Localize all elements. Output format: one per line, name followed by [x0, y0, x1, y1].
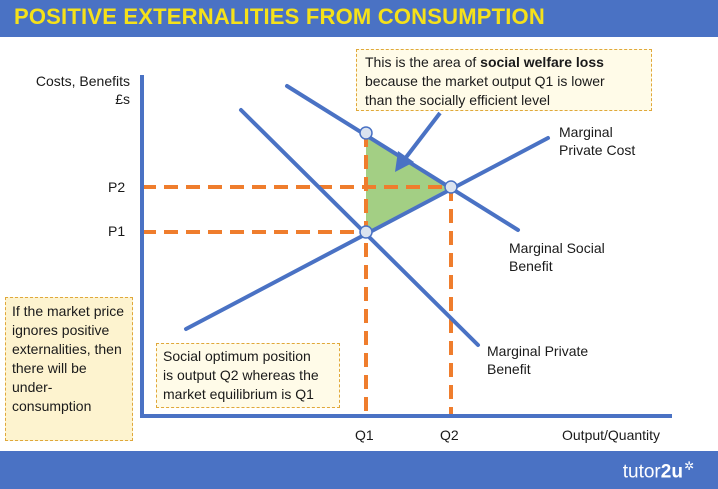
- welfare-note-bold: social welfare loss: [480, 54, 604, 70]
- welfare-note-line3: than the socially efficient level: [365, 92, 550, 108]
- y-axis-label: Costs, Benefits £s: [22, 72, 130, 108]
- annotation-arrow: [395, 111, 442, 172]
- mpb-label-line1: Marginal Private: [487, 343, 589, 359]
- page-title: POSITIVE EXTERNALITIES FROM CONSUMPTION: [14, 4, 545, 29]
- social-optimum-note: Social optimum position is output Q2 whe…: [156, 343, 340, 408]
- msb-label-line2: Benefit: [509, 258, 553, 274]
- tick-q2: Q2: [440, 427, 459, 443]
- externality-diagram: [140, 75, 672, 418]
- social-optimum-point: [444, 180, 458, 194]
- footer-bar: tutor2u✲: [0, 451, 718, 489]
- optimum-note-line2: is output Q2 whereas the: [163, 367, 319, 383]
- optimum-note-line3: market equilibrium is Q1: [163, 386, 314, 402]
- msb-label: Marginal Social Benefit: [509, 239, 605, 275]
- mpb-label: Marginal Private Benefit: [487, 342, 588, 378]
- welfare-note-pre: This is the area of: [365, 54, 481, 70]
- msb-q1-point: [359, 126, 373, 140]
- welfare-note-line2: because the market output Q1 is lower: [365, 73, 605, 89]
- tick-p1: P1: [108, 223, 126, 239]
- tick-p2: P2: [108, 179, 126, 195]
- under-consumption-note: If the market price ignores positive ext…: [5, 297, 133, 441]
- mpc-label-line1: Marginal: [559, 124, 613, 140]
- logo-text-regular: tutor: [622, 461, 661, 483]
- logo-sparkle-icon: ✲: [683, 459, 694, 473]
- header-bar: POSITIVE EXTERNALITIES FROM CONSUMPTION: [0, 0, 718, 37]
- mpc-label: Marginal Private Cost: [559, 123, 635, 159]
- logo-text-bold: 2u: [660, 461, 683, 483]
- y-axis-label-line2: £s: [115, 91, 130, 107]
- tick-q1: Q1: [355, 427, 374, 443]
- x-axis-label: Output/Quantity: [562, 427, 661, 443]
- welfare-loss-note: This is the area of social welfare loss …: [356, 49, 652, 111]
- optimum-note-line1: Social optimum position: [163, 348, 311, 364]
- welfare-loss-triangle: [366, 133, 451, 232]
- mpc-label-line2: Private Cost: [559, 142, 636, 158]
- tutor2u-logo: tutor2u✲: [623, 459, 694, 483]
- marginal-private-benefit-curve: [239, 108, 480, 347]
- market-equilibrium-point: [359, 225, 373, 239]
- y-axis-label-line1: Costs, Benefits: [35, 73, 130, 89]
- msb-label-line1: Marginal Social: [509, 240, 605, 256]
- mpb-label-line2: Benefit: [487, 361, 531, 377]
